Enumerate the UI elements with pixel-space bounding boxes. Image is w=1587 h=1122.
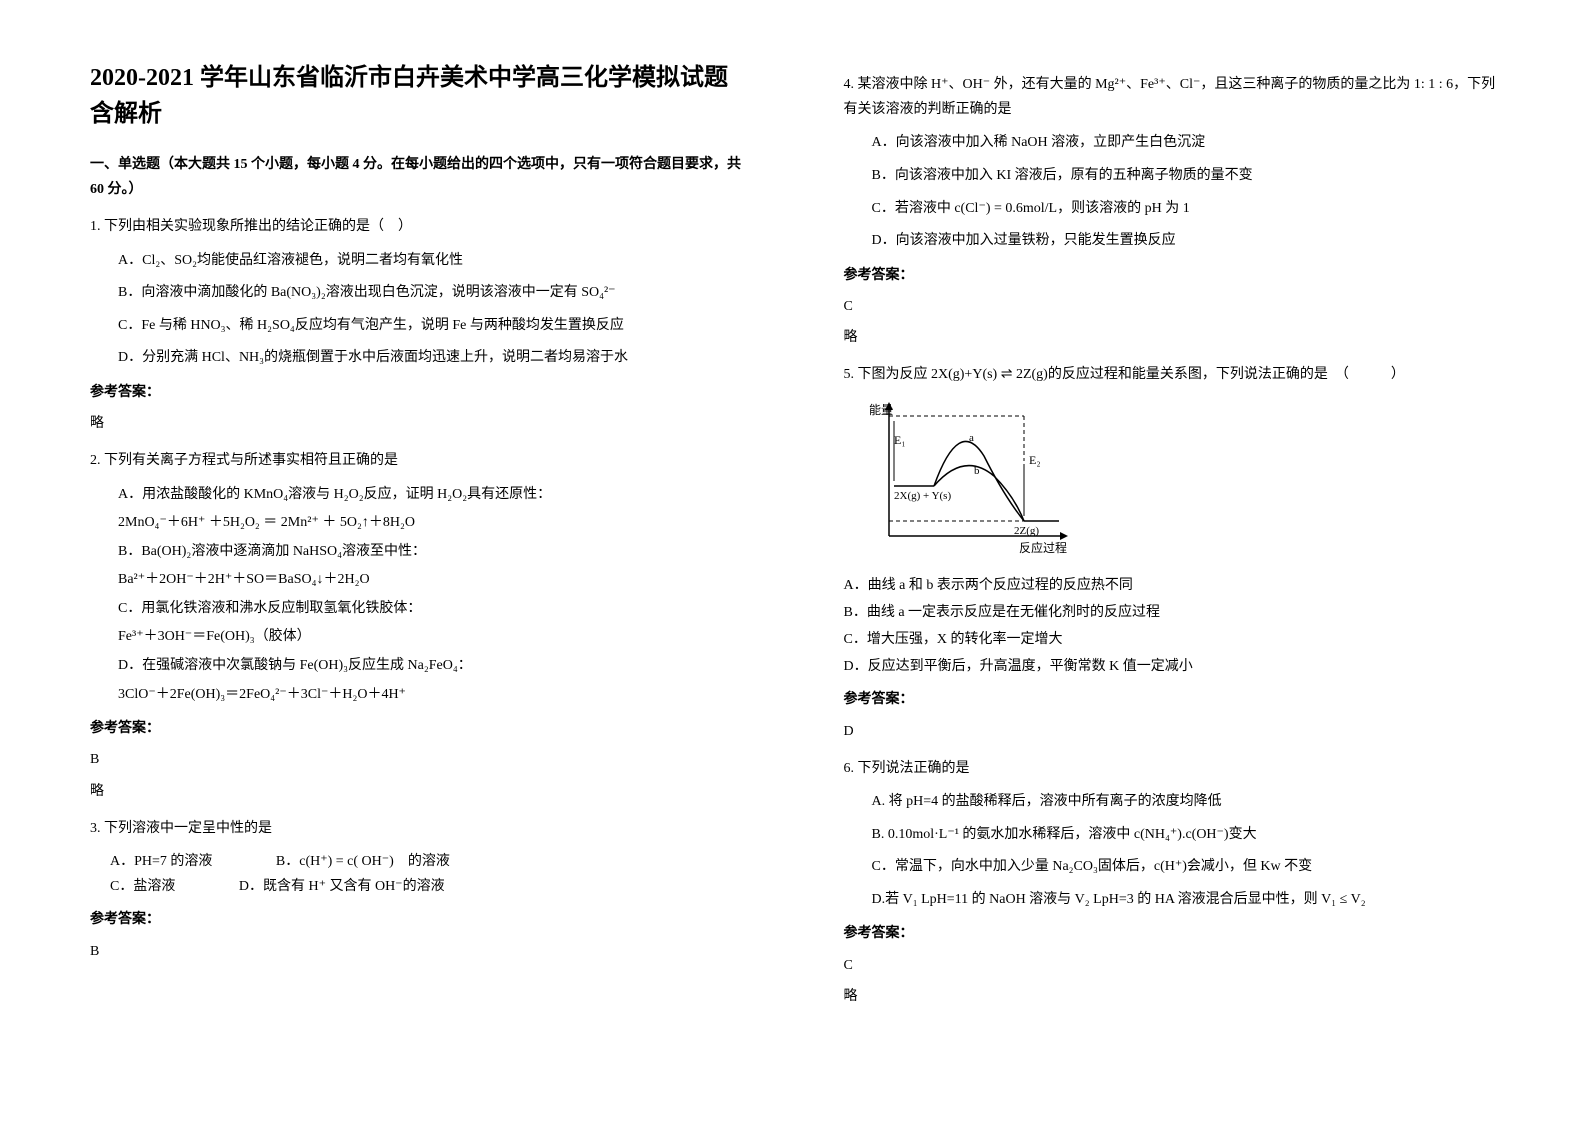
q1-answer-label: 参考答案： [90,380,744,405]
q6-option-b: B. 0.10mol·L⁻¹ 的氨水加水稀释后，溶液中 c(NH₄⁺).c(OH… [872,822,1498,849]
x-axis-arrow [1060,532,1068,540]
q1-stem: 1. 下列由相关实验现象所推出的结论正确的是（ ） [90,214,744,239]
q4-option-b: B．向该溶液中加入 KI 溶液后，原有的五种离子物质的量不变 [872,163,1498,190]
q5-option-a: A．曲线 a 和 b 表示两个反应过程的反应热不同 [844,573,1498,598]
section-header: 一、单选题（本大题共 15 个小题，每小题 4 分。在每小题给出的四个选项中，只… [90,152,744,202]
q2-option-c2: Fe³⁺＋3OH⁻＝Fe(OH)₃（胶体） [118,624,744,651]
label-b: b [974,465,980,477]
q1-answer: 略 [90,411,744,436]
q4-option-a: A．向该溶液中加入稀 NaOH 溶液，立即产生白色沉淀 [872,130,1498,157]
label-product: 2Z(g) [1014,525,1039,537]
q3-answer-label: 参考答案： [90,907,744,932]
left-column: 2020-2021 学年山东省临沂市白卉美术中学高三化学模拟试题含解析 一、单选… [0,0,794,1122]
q4-stem: 4. 某溶液中除 H⁺、OH⁻ 外，还有大量的 Mg²⁺、Fe³⁺、Cl⁻，且这… [844,72,1498,122]
q3-answer: B [90,939,744,964]
q3-options-row2: C．盐溶液 D．既含有 H⁺ 又含有 OH⁻的溶液 [90,874,744,899]
energy-diagram-svg: 能量 反应过程 E₁ E₂ a b 2X(g) + Y(s) 2Z(g) [864,396,1094,556]
q1-option-d: D．分别充满 HCl、NH₃的烧瓶倒置于水中后液面均迅速上升，说明二者均易溶于水 [118,345,744,372]
q5-stem: 5. 下图为反应 2X(g)+Y(s) ⇌ 2Z(g)的反应过程和能量关系图，下… [844,362,1498,387]
q2-option-d1: D．在强碱溶液中次氯酸钠与 Fe(OH)₃反应生成 Na₂FeO₄： [118,653,744,680]
q2-option-d2: 3ClO⁻＋2Fe(OH)₃＝2FeO₄²⁻＋3Cl⁻＋H₂O＋4H⁺ [118,682,744,709]
q3-stem: 3. 下列溶液中一定呈中性的是 [90,816,744,841]
q5-answer-label: 参考答案： [844,687,1498,712]
q6-option-a: A. 将 pH=4 的盐酸稀释后，溶液中所有离子的浓度均降低 [872,789,1498,816]
q2-option-a1: A．用浓盐酸酸化的 KMnO₄溶液与 H₂O₂反应，证明 H₂O₂具有还原性： [118,482,744,509]
q2-stem: 2. 下列有关离子方程式与所述事实相符且正确的是 [90,448,744,473]
q1-option-b: B．向溶液中滴加酸化的 Ba(NO₃)₂溶液出现白色沉淀，说明该溶液中一定有 S… [118,280,744,307]
x-axis-label: 反应过程 [1019,540,1067,555]
q6-option-d: D.若 V₁ LpH=11 的 NaOH 溶液与 V₂ LpH=3 的 HA 溶… [872,887,1498,914]
q3-option-c: C．盐溶液 [110,874,175,899]
q1-option-c: C．Fe 与稀 HNO₃、稀 H₂SO₄反应均有气泡产生，说明 Fe 与两种酸均… [118,313,744,340]
q1-option-a: A．Cl₂、SO₂均能使品红溶液褪色，说明二者均有氧化性 [118,248,744,275]
q4-option-d: D．向该溶液中加入过量铁粉，只能发生置换反应 [872,228,1498,255]
q6-answer2: 略 [844,984,1498,1009]
q3-option-a: A．PH=7 的溶液 [110,849,212,874]
q5-option-b: B．曲线 a 一定表示反应是在无催化剂时的反应过程 [844,600,1498,625]
q5-option-d: D．反应达到平衡后，升高温度，平衡常数 K 值一定减小 [844,654,1498,679]
label-a: a [969,432,974,444]
q5-energy-diagram: 能量 反应过程 E₁ E₂ a b 2X(g) + Y(s) 2Z(g) [864,396,1498,565]
q4-answer1: C [844,294,1498,319]
label-reactant: 2X(g) + Y(s) [894,490,951,502]
q4-option-c: C．若溶液中 c(Cl⁻) = 0.6mol/L，则该溶液的 pH 为 1 [872,196,1498,223]
q4-answer2: 略 [844,325,1498,350]
q3-option-d: D．既含有 H⁺ 又含有 OH⁻的溶液 [239,874,445,899]
y-axis-label: 能量 [869,403,893,417]
q2-option-b2: Ba²⁺＋2OH⁻＋2H⁺＋SO＝BaSO₄↓＋2H₂O [118,567,744,594]
q3-options-row1: A．PH=7 的溶液 B．c(H⁺) = c( OH⁻) 的溶液 [90,849,744,874]
q6-answer-label: 参考答案： [844,921,1498,946]
q3-option-b: B．c(H⁺) = c( OH⁻) 的溶液 [276,849,450,874]
q6-stem: 6. 下列说法正确的是 [844,756,1498,781]
q2-option-c1: C．用氯化铁溶液和沸水反应制取氢氧化铁胶体： [118,596,744,623]
q2-answer1: B [90,747,744,772]
curve-a [934,441,1024,521]
q4-answer-label: 参考答案： [844,263,1498,288]
q6-answer1: C [844,953,1498,978]
q2-option-a2: 2MnO₄⁻＋6H⁺ ＋5H₂O₂ ＝ 2Mn²⁺ ＋ 5O₂↑＋8H₂O [118,510,744,537]
right-column: 4. 某溶液中除 H⁺、OH⁻ 外，还有大量的 Mg²⁺、Fe³⁺、Cl⁻，且这… [794,0,1587,1122]
q5-answer: D [844,719,1498,744]
q2-answer-label: 参考答案： [90,716,744,741]
q5-option-c: C．增大压强，X 的转化率一定增大 [844,627,1498,652]
document-title: 2020-2021 学年山东省临沂市白卉美术中学高三化学模拟试题含解析 [90,60,744,132]
label-e2: E₂ [1029,453,1041,467]
q2-answer2: 略 [90,779,744,804]
q2-option-b1: B．Ba(OH)₂溶液中逐滴滴加 NaHSO₄溶液至中性： [118,539,744,566]
q6-option-c: C．常温下，向水中加入少量 Na₂CO₃固体后，c(H⁺)会减小，但 Kw 不变 [872,854,1498,881]
label-e1: E₁ [894,433,906,447]
